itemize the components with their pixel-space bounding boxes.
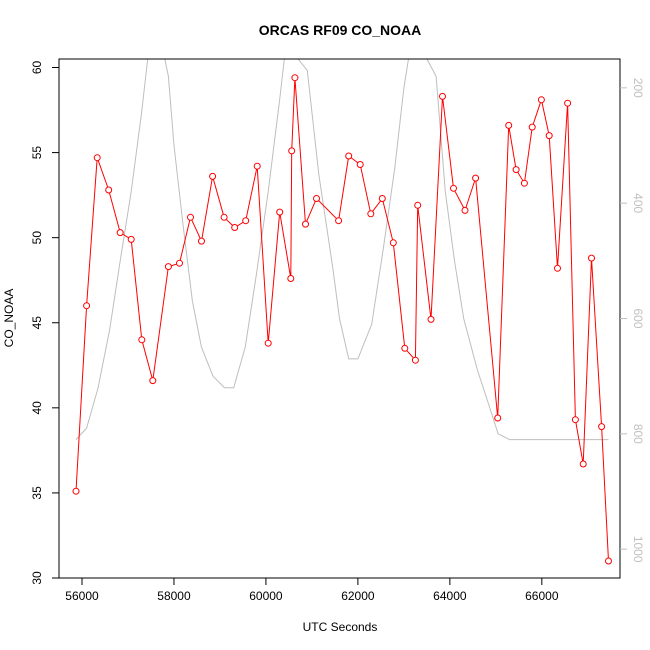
co-noaa-point [564, 99, 572, 107]
y-tick-label: 40 [30, 401, 44, 415]
co-noaa-point [367, 210, 375, 218]
co-noaa-point [512, 166, 520, 174]
co-noaa-point [302, 220, 309, 228]
co-noaa-point [93, 154, 101, 162]
co-noaa-point [176, 259, 183, 267]
co-noaa-point [588, 254, 595, 262]
x-tick-label: 58000 [157, 589, 191, 603]
co-noaa-point [253, 162, 261, 170]
co-noaa-point [164, 263, 172, 271]
co-noaa-point [83, 302, 91, 310]
co-noaa-point [389, 239, 397, 247]
co-noaa-point [149, 377, 157, 385]
co-noaa-point [461, 206, 469, 214]
co-noaa-point [505, 121, 513, 129]
co-noaa-point [105, 186, 113, 194]
co-noaa-point [472, 174, 480, 182]
y2-tick-label: 600 [631, 308, 645, 328]
y-tick-label: 60 [30, 61, 44, 75]
x-tick-label: 62000 [341, 589, 375, 603]
co-noaa-point [401, 344, 409, 352]
x-axis-label: UTC Seconds [303, 620, 378, 634]
co-noaa-point [127, 235, 135, 243]
co-noaa-point [72, 487, 80, 495]
chart-title: ORCAS RF09 CO_NOAA [259, 22, 422, 38]
co-noaa-point [198, 237, 205, 245]
y2-tick-label: 1000 [631, 536, 645, 563]
co-noaa-point [291, 74, 299, 82]
y-axis-label: CO_NOAA [2, 289, 16, 348]
co-noaa-point [537, 96, 545, 104]
co-noaa-point [414, 201, 422, 209]
pressure-line [75, 58, 609, 441]
co-noaa-point [605, 557, 612, 565]
co-noaa-point [335, 217, 343, 225]
co-noaa-point [411, 356, 419, 364]
x-tick-label: 56000 [65, 589, 99, 603]
co-noaa-point [288, 147, 296, 155]
y2-tick-label: 800 [631, 424, 645, 444]
co-noaa-point [264, 339, 272, 347]
x-tick-label: 66000 [525, 589, 559, 603]
co-noaa-point [138, 336, 146, 344]
co-noaa-point [209, 172, 217, 180]
co-noaa-point [439, 92, 446, 100]
y-tick-label: 30 [30, 571, 44, 585]
co-noaa-point [287, 275, 295, 282]
co-noaa-series [72, 74, 612, 565]
co-noaa-point [313, 195, 320, 202]
co-noaa-point [276, 208, 284, 216]
co-noaa-point [378, 195, 386, 202]
co-noaa-point [220, 213, 228, 221]
co-noaa-point [579, 460, 587, 468]
co-noaa-point [571, 416, 579, 424]
co-noaa-point [554, 264, 561, 272]
co-noaa-point [187, 213, 194, 221]
co-noaa-point [356, 161, 364, 168]
pressure-series [75, 58, 609, 441]
y2-tick-label: 400 [631, 193, 645, 213]
co-noaa-point [494, 414, 502, 422]
x-tick-label: 64000 [433, 589, 467, 603]
y2-axis: 200 400 600 800 1000 [620, 78, 645, 563]
co-noaa-point [545, 132, 553, 140]
y-tick-label: 50 [30, 231, 44, 245]
co-noaa-point [520, 179, 528, 187]
co-noaa-point [242, 217, 250, 225]
x-axis: 56000 58000 60000 62000 64000 66000 [65, 578, 559, 603]
co-noaa-point [345, 152, 353, 160]
y-tick-label: 45 [30, 316, 44, 330]
co-noaa-point [450, 184, 457, 192]
y-tick-label: 35 [30, 486, 44, 500]
co-noaa-point [427, 315, 435, 323]
co-noaa-point [231, 224, 239, 231]
co-noaa-point [528, 123, 536, 131]
x-tick-label: 60000 [249, 589, 283, 603]
y2-tick-label: 200 [631, 78, 645, 98]
co-noaa-point [116, 229, 124, 237]
co-noaa-line [75, 77, 609, 562]
y-tick-label: 55 [30, 146, 44, 160]
y-axis: 30 35 40 45 50 55 60 [30, 61, 59, 585]
co-noaa-point [598, 423, 606, 431]
